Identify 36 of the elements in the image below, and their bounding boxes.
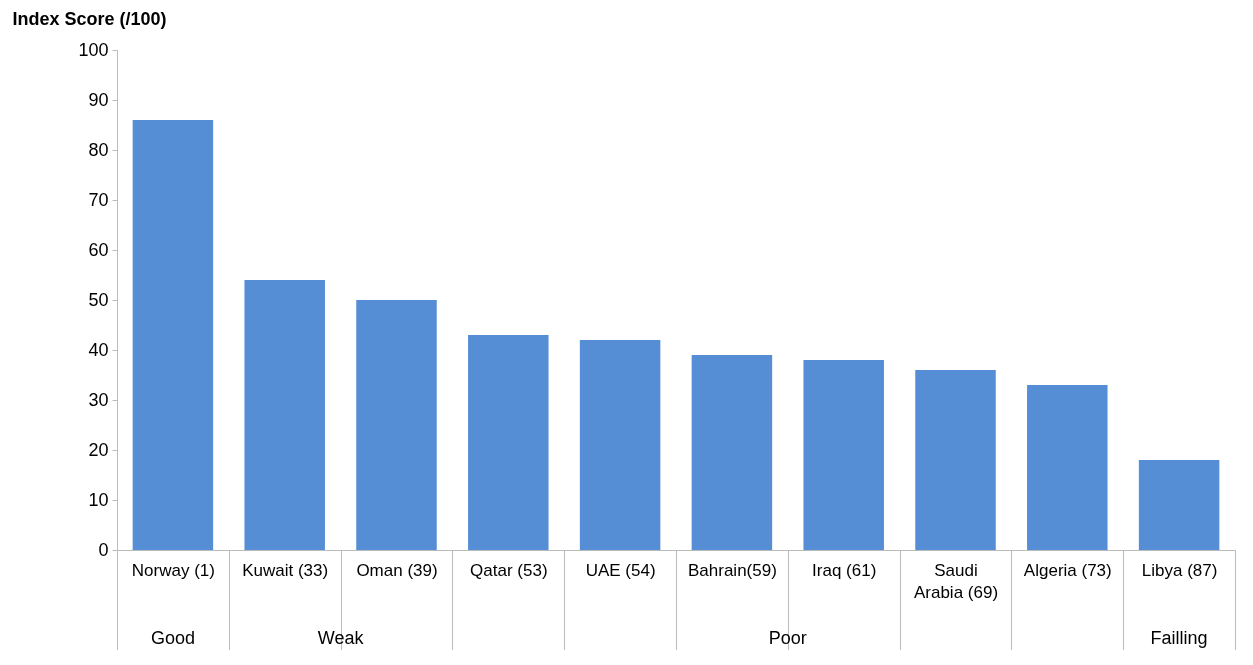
bar [579, 340, 661, 550]
bar [1027, 385, 1108, 550]
x-tick-label: Iraq (61) [812, 560, 877, 580]
bar [244, 280, 325, 550]
x-tick-label: Kuwait (33) [242, 560, 329, 580]
text: Good [150, 628, 195, 648]
bar [691, 355, 773, 550]
y-tick-label: 40 [88, 339, 109, 360]
x-tick-label: Algeria (73) [1023, 560, 1112, 580]
x-tick-label: Norway (1) [131, 560, 215, 580]
y-tick-label: 50 [88, 289, 109, 310]
y-tick-label: 90 [88, 89, 109, 110]
x-tick-label: Libya (87) [1141, 560, 1218, 580]
y-tick-label: 60 [88, 239, 109, 260]
y-axis-title: Index Score (/100) [12, 8, 167, 29]
x-tick-label: Qatar (53) [470, 560, 548, 580]
y-tick-label: 80 [88, 139, 109, 160]
y-tick-label: 20 [88, 439, 109, 460]
bar [356, 300, 437, 550]
text: Poor [768, 628, 807, 648]
x-tick-label: Saudi Arabia (69) [913, 560, 999, 602]
y-tick-label: 100 [78, 39, 109, 60]
text: Failling [1150, 628, 1208, 648]
bar [132, 120, 214, 550]
x-tick-label: Bahrain(59) [687, 560, 777, 580]
y-tick-label: 30 [88, 389, 109, 410]
bar [915, 370, 996, 550]
y-tick-label: 0 [98, 539, 109, 560]
bar [803, 360, 884, 550]
bar [1138, 460, 1220, 550]
x-tick-label: Oman (39) [356, 560, 438, 580]
x-tick-label: UAE (54) [585, 560, 656, 580]
y-tick-label: 70 [88, 189, 109, 210]
text: Weak [317, 628, 365, 648]
bar [468, 335, 549, 550]
y-tick-label: 10 [88, 489, 109, 510]
